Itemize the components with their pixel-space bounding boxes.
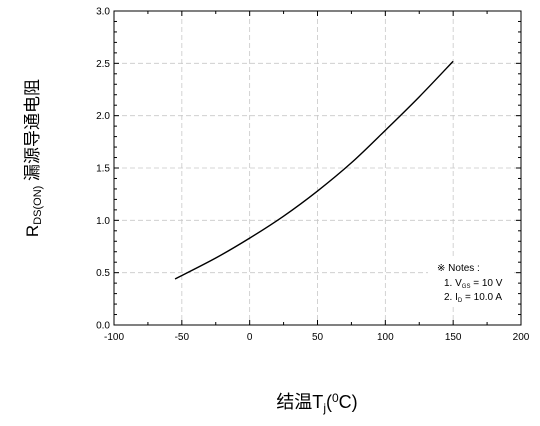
notes-box-background <box>428 256 514 306</box>
y-tick-label: 2.5 <box>96 59 110 70</box>
x-tick-label: 0 <box>247 332 253 343</box>
x-tick-label: 50 <box>312 332 324 343</box>
notes-line-1-suffix: = 10 V <box>470 278 502 289</box>
x-axis-title-superscript: 0 <box>332 391 339 405</box>
notes-line-1-subscript: GS <box>462 284 471 290</box>
y-tick-label: 1.0 <box>96 216 110 227</box>
y-axis-title-chinese: 漏源导通电阻 <box>23 79 42 186</box>
y-tick-label: 2.0 <box>96 111 110 122</box>
y-axis-title-subscript: DS(ON) <box>32 186 44 225</box>
x-axis-title-close: C) <box>339 392 358 412</box>
notes-title: ※ Notes : <box>437 263 480 274</box>
x-tick-label: -100 <box>104 332 124 343</box>
series-line-rds-on <box>174 60 454 280</box>
x-axis-title-open: ( <box>326 392 332 412</box>
x-axis-title-subscript: j <box>322 401 326 415</box>
notes-line-2: 2. ID = 10.0 A <box>444 292 502 304</box>
x-axis-title: 结温Tj(0C) <box>276 391 357 415</box>
y-tick-label: 0.0 <box>96 321 110 332</box>
y-tick-label: 1.5 <box>96 164 110 175</box>
notes-line-1-prefix: 1. V <box>444 278 462 289</box>
x-tick-label: -50 <box>175 332 190 343</box>
tick-labels: -100 -50 0 50 100 150 200 0.0 0.5 1.0 1.5 2.0 2.5 3.0 <box>96 7 530 344</box>
x-axis-title-main: 结温T <box>276 392 323 412</box>
notes-box: ※ Notes : 1. VGS = 10 V 2. ID = 10.0 A <box>428 256 514 306</box>
x-tick-label: 100 <box>377 332 394 343</box>
notes-line-2-subscript: D <box>458 298 463 304</box>
notes-line-2-suffix: = 10.0 A <box>462 292 502 303</box>
y-axis-title: RDS(ON) 漏源导通电阻 <box>23 79 44 237</box>
y-tick-label: 3.0 <box>96 7 110 18</box>
y-tick-label: 0.5 <box>96 268 110 279</box>
y-axis-title-main: R <box>23 225 42 237</box>
x-tick-label: 150 <box>445 332 462 343</box>
plot-area-frame <box>113 10 522 326</box>
notes-line-2-prefix: 2. I <box>444 292 458 303</box>
series-layer <box>174 60 454 280</box>
notes-line-1: 1. VGS = 10 V <box>444 278 503 290</box>
x-tick-label: 200 <box>513 332 530 343</box>
